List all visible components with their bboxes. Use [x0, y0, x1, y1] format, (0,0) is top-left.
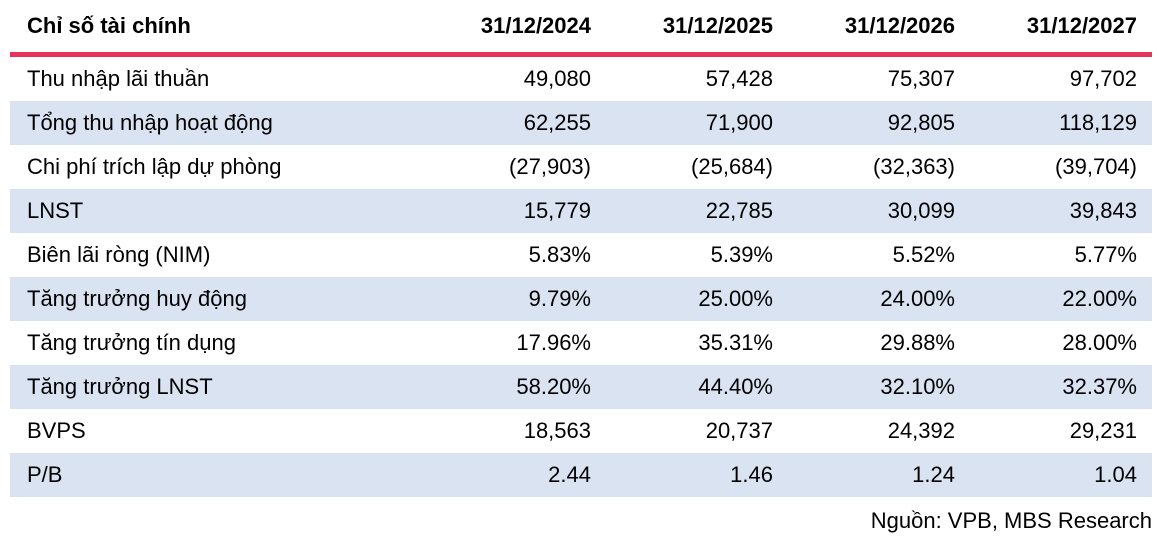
- row-value: 24,392: [887, 418, 955, 443]
- row-label: Tăng trưởng huy động: [27, 286, 247, 311]
- row-label: Tổng thu nhập hoạt động: [27, 110, 273, 135]
- table-row-total-operating-income: Tổng thu nhập hoạt động 62,255 71,900 92…: [10, 101, 1152, 145]
- row-value: 30,099: [887, 198, 955, 223]
- row-value: 118,129: [1059, 110, 1137, 135]
- row-label: Chi phí trích lập dự phòng: [27, 154, 282, 179]
- row-value: (39,704): [1055, 154, 1137, 179]
- row-value: (32,363): [873, 154, 955, 179]
- row-value: 15,779: [523, 198, 591, 223]
- row-value: 1.04: [1094, 462, 1137, 487]
- row-value: 24.00%: [880, 286, 955, 311]
- row-value: 58.20%: [516, 374, 591, 399]
- row-value: 18,563: [523, 418, 591, 443]
- row-label: Thu nhập lãi thuần: [27, 66, 210, 91]
- financial-metrics-table: Chỉ số tài chính 31/12/2024 31/12/2025 3…: [10, 0, 1152, 536]
- row-value: (25,684): [691, 154, 773, 179]
- row-label: LNST: [27, 198, 84, 223]
- row-value: 29.88%: [880, 330, 955, 355]
- row-label: Tăng trưởng tín dụng: [27, 330, 236, 355]
- row-value: 22.00%: [1062, 286, 1137, 311]
- row-value: 29,231: [1069, 418, 1137, 443]
- row-value: 1.46: [730, 462, 773, 487]
- table-header-col-2024: 31/12/2024: [480, 13, 591, 38]
- row-value: 71,900: [705, 110, 773, 135]
- row-label: P/B: [27, 462, 63, 487]
- table-row-deposit-growth: Tăng trưởng huy động 9.79% 25.00% 24.00%…: [10, 277, 1152, 321]
- table-body: Thu nhập lãi thuần 49,080 57,428 75,307 …: [10, 57, 1152, 497]
- row-value: 5.77%: [1074, 242, 1137, 267]
- table-row-pb: P/B 2.44 1.46 1.24 1.04: [10, 453, 1152, 497]
- row-value: 2.44: [548, 462, 591, 487]
- row-value: 92,805: [887, 110, 955, 135]
- header-divider-rule: [10, 52, 1152, 57]
- row-value: 25.00%: [698, 286, 773, 311]
- row-value: (27,903): [509, 154, 591, 179]
- row-value: 75,307: [887, 66, 955, 91]
- row-value: 17.96%: [516, 330, 591, 355]
- row-value: 9.79%: [528, 286, 591, 311]
- row-value: 44.40%: [698, 374, 773, 399]
- row-value: 5.83%: [528, 242, 591, 267]
- table-header-col-2026: 31/12/2026: [844, 13, 955, 38]
- row-value: 35.31%: [698, 330, 773, 355]
- row-label: Tăng trưởng LNST: [27, 374, 213, 399]
- row-value: 32.10%: [880, 374, 955, 399]
- row-value: 5.52%: [892, 242, 955, 267]
- table-row-credit-growth: Tăng trưởng tín dụng 17.96% 35.31% 29.88…: [10, 321, 1152, 365]
- table-header-row: Chỉ số tài chính 31/12/2024 31/12/2025 3…: [10, 0, 1152, 52]
- table-row-lnst-growth: Tăng trưởng LNST 58.20% 44.40% 32.10% 32…: [10, 365, 1152, 409]
- table-row-nim: Biên lãi ròng (NIM) 5.83% 5.39% 5.52% 5.…: [10, 233, 1152, 277]
- table-row-bvps: BVPS 18,563 20,737 24,392 29,231: [10, 409, 1152, 453]
- row-value: 22,785: [705, 198, 773, 223]
- row-value: 5.39%: [710, 242, 773, 267]
- row-value: 1.24: [912, 462, 955, 487]
- row-label: BVPS: [27, 418, 86, 443]
- source-note: Nguồn: VPB, MBS Research: [870, 508, 1152, 533]
- row-value: 97,702: [1069, 66, 1137, 91]
- row-value: 49,080: [523, 66, 591, 91]
- table-header-col-2025: 31/12/2025: [662, 13, 773, 38]
- table-row-net-interest-income: Thu nhập lãi thuần 49,080 57,428 75,307 …: [10, 57, 1152, 101]
- table-header-col-2027: 31/12/2027: [1026, 13, 1137, 38]
- table-row-provision-expense: Chi phí trích lập dự phòng (27,903) (25,…: [10, 145, 1152, 189]
- row-value: 39,843: [1069, 198, 1137, 223]
- row-value: 28.00%: [1062, 330, 1137, 355]
- row-value: 20,737: [705, 418, 773, 443]
- row-value: 62,255: [523, 110, 591, 135]
- table-header-metric-label: Chỉ số tài chính: [27, 13, 191, 38]
- table-row-lnst: LNST 15,779 22,785 30,099 39,843: [10, 189, 1152, 233]
- row-label: Biên lãi ròng (NIM): [27, 242, 211, 267]
- row-value: 57,428: [705, 66, 773, 91]
- row-value: 32.37%: [1062, 374, 1137, 399]
